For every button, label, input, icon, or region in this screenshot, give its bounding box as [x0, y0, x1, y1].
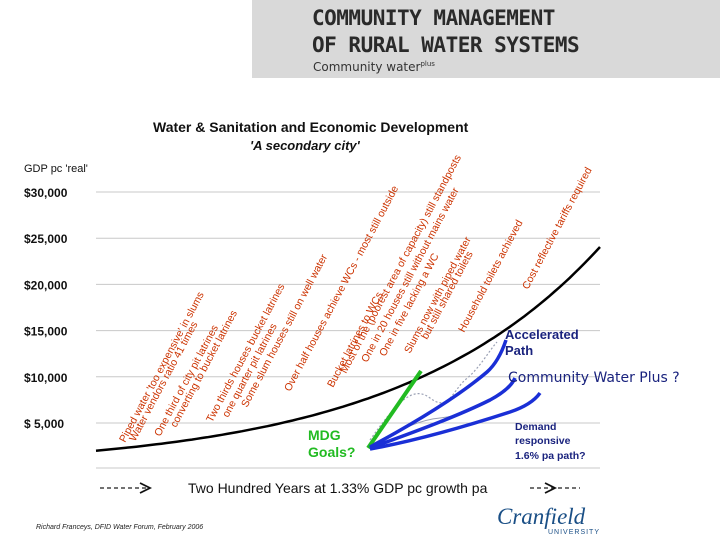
accelerated-label: Path	[505, 343, 533, 358]
y-tick-label: $25,000	[24, 232, 68, 246]
chart-grid	[96, 191, 600, 469]
y-tick-label: $30,000	[24, 186, 68, 200]
x-axis: Two Hundred Years at 1.33% GDP pc growth…	[100, 480, 580, 496]
subtitle-superscript: plus	[420, 60, 435, 68]
chart-subtitle: 'A secondary city'	[250, 138, 361, 153]
demand-label: 1.6% pa path?	[515, 450, 586, 462]
page-title-line-1: COMMUNITY MANAGEMENT	[312, 6, 555, 30]
x-arrow-right-head	[544, 482, 558, 494]
y-tick-label: $ 5,000	[24, 417, 64, 431]
mdg-label: Goals?	[308, 444, 355, 460]
y-tick-label: $15,000	[24, 325, 68, 339]
x-arrow-left-head	[139, 482, 153, 494]
credit-line: Richard Franceys, DFID Water Forum, Febr…	[36, 524, 204, 531]
y-tick-label: $10,000	[24, 371, 68, 385]
y-axis-label: GDP pc 'real'	[24, 163, 88, 175]
header-band	[252, 0, 720, 78]
chart-title: Water & Sanitation and Economic Developm…	[153, 119, 469, 135]
chart-panel	[18, 80, 608, 540]
subtitle-text: Community water	[313, 60, 421, 74]
chart-series	[95, 246, 601, 452]
community-water-plus-label: Community Water Plus ?	[508, 370, 680, 386]
accelerated-path-line	[369, 339, 508, 449]
mdg-label: MDG	[308, 427, 341, 443]
demand-label: Demand	[515, 421, 556, 433]
x-axis-label: Two Hundred Years at 1.33% GDP pc growth…	[188, 480, 488, 496]
mdg-path-line	[366, 369, 423, 450]
gdp-growth-curve	[95, 246, 601, 452]
y-tick-label: $20,000	[24, 278, 68, 292]
blue-path-line	[369, 377, 517, 450]
cranfield-logo-subtitle: UNIVERSITY	[548, 529, 601, 536]
demand-path-line	[369, 391, 542, 451]
accelerated-label: Accelerated	[505, 327, 579, 342]
y-axis-ticks: $30,000 $25,000 $20,000 $15,000 $10,000 $ 5,0…	[24, 186, 68, 431]
page-title-line-2: OF RURAL WATER SYSTEMS	[312, 33, 580, 57]
page-subtitle: Community waterplus	[313, 60, 435, 74]
cranfield-logo: Cranfield	[497, 504, 586, 529]
demand-label: responsive	[515, 435, 571, 447]
